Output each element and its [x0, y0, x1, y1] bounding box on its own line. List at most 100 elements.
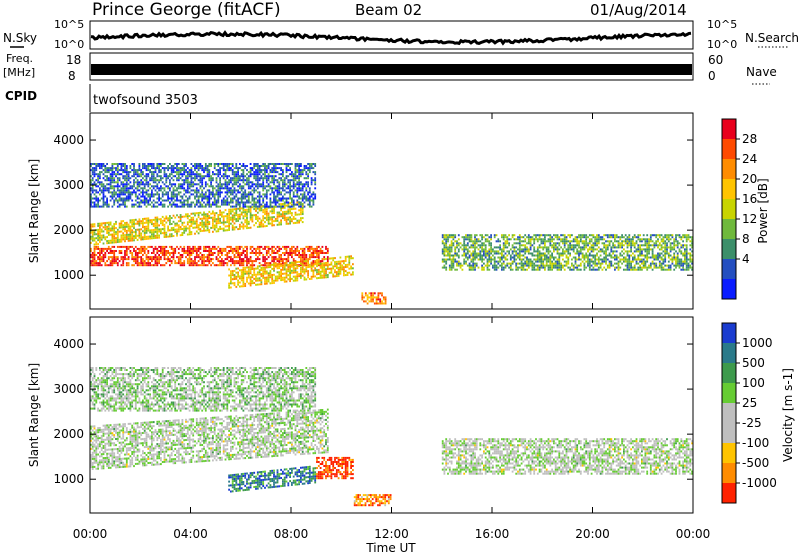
data-cell [294, 247, 297, 250]
data-cell [549, 268, 552, 271]
data-cell [107, 242, 110, 244]
data-cell [664, 260, 667, 263]
data-cell [662, 240, 665, 243]
data-cell [231, 262, 234, 265]
data-cell [156, 183, 159, 186]
data-cell [646, 244, 649, 247]
data-cell [124, 185, 126, 188]
data-cell [93, 239, 96, 242]
data-cell [300, 270, 302, 273]
data-cell [161, 181, 164, 184]
data-cell [334, 269, 336, 272]
data-cell [197, 205, 200, 208]
data-cell [267, 278, 270, 281]
data-cell [192, 250, 195, 252]
data-cell [228, 220, 230, 223]
data-cell [301, 256, 304, 259]
data-cell [107, 231, 110, 234]
data-cell [239, 207, 241, 210]
data-cell [509, 248, 512, 251]
data-cell [226, 185, 229, 188]
data-cell [267, 222, 270, 225]
data-cell [181, 203, 184, 206]
data-cell [542, 242, 545, 245]
data-cell [456, 268, 458, 271]
data-cell [283, 280, 286, 283]
data-cell [529, 260, 532, 263]
data-cell [689, 258, 692, 261]
data-cell [154, 169, 157, 172]
data-cell [637, 268, 640, 271]
data-cell [122, 181, 125, 184]
data-cell [260, 264, 263, 267]
data-cell [691, 240, 693, 243]
data-cell [215, 218, 218, 221]
data-cell [307, 245, 309, 248]
data-cell [129, 181, 132, 184]
data-cell [152, 199, 155, 202]
data-cell [619, 258, 622, 261]
data-cell [314, 263, 317, 266]
data-cell [588, 246, 591, 249]
data-cell [465, 238, 467, 241]
data-cell [271, 247, 274, 250]
data-cell [188, 245, 191, 248]
data-cell [294, 252, 297, 254]
data-cell [217, 187, 220, 190]
data-cell [269, 274, 272, 277]
data-cell [190, 247, 193, 250]
data-cell [265, 266, 268, 269]
data-cell [194, 169, 196, 172]
data-cell [165, 191, 168, 194]
data-cell [213, 216, 216, 219]
data-cell [264, 211, 266, 213]
data-cell [603, 234, 606, 237]
data-cell [165, 217, 168, 220]
data-cell [544, 256, 546, 259]
data-cell [131, 258, 134, 261]
data-cell [673, 252, 676, 255]
data-cell [156, 264, 159, 267]
data-cell [567, 252, 570, 255]
data-cell [517, 254, 519, 257]
data-cell [465, 236, 467, 239]
data-cell [124, 245, 126, 248]
data-cell [328, 267, 331, 270]
data-cell [172, 197, 175, 200]
data-cell [125, 254, 128, 256]
data-cell [100, 256, 103, 259]
data-cell [294, 250, 297, 252]
data-cell [91, 183, 94, 186]
data-cell [504, 256, 507, 259]
data-cell [115, 222, 117, 225]
data-cell [608, 240, 611, 243]
data-cell [109, 250, 112, 252]
data-cell [300, 219, 302, 222]
data-cell [156, 262, 159, 265]
data-cell [208, 173, 211, 176]
data-cell [289, 276, 291, 279]
data-cell [147, 195, 150, 198]
data-cell [466, 250, 469, 253]
data-cell [332, 259, 335, 262]
data-cell [116, 241, 119, 243]
data-cell [124, 191, 126, 194]
data-cell [194, 212, 196, 215]
data-cell [463, 242, 466, 245]
data-cell [125, 238, 128, 240]
data-cell [515, 268, 518, 271]
data-cell [335, 273, 338, 276]
data-cell [637, 238, 640, 241]
cpid-value: twofsound 3503 [93, 93, 198, 108]
data-cell [364, 294, 367, 297]
data-cell [235, 247, 238, 250]
data-cell [308, 258, 311, 261]
data-cell [149, 177, 151, 180]
data-cell [228, 169, 230, 172]
data-cell [515, 246, 518, 249]
data-cell [628, 254, 631, 257]
data-cell [195, 195, 198, 198]
data-cell [131, 225, 134, 228]
data-cell [517, 242, 519, 245]
data-cell [107, 171, 110, 174]
